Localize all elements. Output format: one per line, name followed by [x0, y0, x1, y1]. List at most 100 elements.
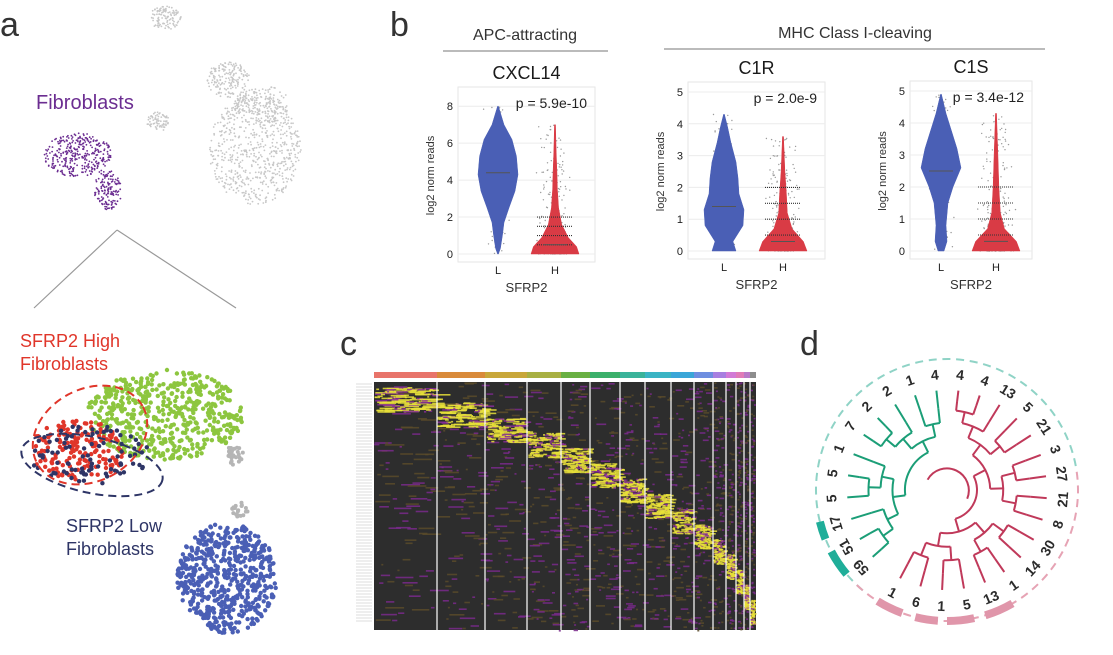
umap-cell: [164, 115, 166, 118]
heatmap-cell: [499, 438, 511, 440]
fibroblast-cell: [100, 172, 103, 175]
green-cell: [123, 386, 128, 392]
green-cell: [149, 433, 155, 439]
umap-cell: [261, 138, 264, 141]
heatmap-cell: [486, 579, 489, 582]
heatmap-cell: [393, 386, 408, 388]
blue-cell: [219, 608, 224, 613]
fibroblast-cell: [64, 150, 67, 153]
blue-cell: [175, 580, 180, 585]
umap-cell: [213, 170, 216, 172]
umap-cell: [288, 125, 290, 128]
blue-cell: [268, 572, 274, 577]
green-cell: [171, 447, 176, 453]
red-cell: [108, 434, 113, 439]
heatmap-cell: [529, 439, 536, 442]
blue-cell: [209, 556, 214, 561]
heatmap-cell: [457, 443, 460, 446]
sfrp2-low-cells: [31, 424, 149, 486]
fibroblast-cell: [70, 151, 72, 154]
jitter-point: [1011, 224, 1013, 226]
jitter-point: [560, 166, 562, 168]
fibroblast-cell: [114, 202, 117, 205]
umap-cell: [279, 101, 282, 104]
umap-cell: [270, 86, 273, 88]
fibroblast-cell: [108, 182, 111, 185]
green-cell: [210, 428, 216, 433]
fibroblast-cell: [104, 205, 106, 208]
blue-cell: [201, 551, 207, 556]
gray-cell: [236, 508, 241, 513]
heatmap-cell: [512, 627, 518, 629]
umap-cell: [264, 112, 267, 115]
heatmap-cell: [551, 451, 560, 454]
fibroblast-cell: [104, 189, 106, 192]
heatmap-cell: [461, 500, 464, 503]
fibroblast-cell: [61, 160, 63, 163]
heatmap-cell: [504, 547, 512, 550]
red-cell: [95, 472, 100, 477]
fibroblast-cell: [108, 207, 110, 210]
umap-cell: [290, 122, 293, 125]
umap-cell: [261, 127, 264, 129]
heatmap-cell: [459, 419, 464, 422]
umap-cell: [245, 153, 248, 156]
umap-cell: [287, 178, 290, 180]
heatmap-cell: [380, 401, 387, 404]
heatmap-cell: [434, 394, 451, 396]
umap-cell: [292, 170, 295, 172]
umap-cell: [258, 89, 261, 92]
heatmap-cell: [441, 422, 449, 424]
heatmap-cell: [558, 450, 569, 453]
heatmap-cell: [497, 575, 505, 578]
umap-cell: [261, 140, 264, 143]
heatmap-cell: [574, 507, 582, 510]
fibroblast-cell: [82, 171, 84, 174]
green-cell: [177, 444, 182, 450]
heatmap-cell: [539, 436, 542, 439]
umap-cell: [220, 113, 223, 116]
heatmap-cell: [529, 583, 536, 586]
umap-cell: [290, 126, 293, 128]
heatmap-cell: [471, 438, 477, 440]
fibroblast-cell: [116, 182, 118, 185]
umap-cell: [211, 79, 214, 82]
heatmap-cell: [444, 499, 448, 501]
heatmap-cell: [439, 463, 442, 465]
heatmap-cell: [488, 435, 494, 438]
heatmap-cell: [500, 537, 507, 539]
heatmap-cell: [384, 390, 403, 393]
fibroblast-cell: [65, 157, 68, 159]
heatmap-cell: [505, 425, 517, 427]
blue-cell: [205, 607, 210, 612]
heatmap-cell: [482, 408, 487, 410]
umap-cell: [278, 189, 280, 192]
blue-cell: [198, 541, 203, 546]
heatmap-cell: [478, 475, 489, 477]
umap-cell: [256, 158, 259, 161]
umap-cell: [260, 155, 263, 158]
fibroblast-cell: [106, 144, 108, 146]
umap-cell: [239, 176, 242, 179]
umap-cell: [212, 126, 215, 128]
blue-cell: [206, 538, 211, 543]
blue-cell: [198, 579, 204, 584]
umap-cell: [268, 100, 271, 103]
green-cell: [140, 395, 146, 400]
umap-cell: [223, 125, 225, 128]
heatmap-cell: [417, 476, 430, 479]
blue-cell: [211, 559, 217, 564]
fibroblast-cell: [115, 193, 118, 196]
heatmap-cell: [559, 448, 562, 451]
jitter-point: [561, 164, 564, 166]
fibroblast-cell: [68, 172, 71, 175]
jitter-point: [1006, 167, 1008, 169]
heatmap-cell: [461, 517, 471, 520]
green-cell: [156, 434, 161, 439]
fibroblast-cell: [95, 179, 97, 181]
heatmap-cell: [466, 454, 473, 457]
umap-cell: [248, 89, 251, 92]
umap-cell: [247, 183, 250, 186]
umap-cell: [279, 91, 281, 94]
umap-cell: [263, 106, 266, 109]
